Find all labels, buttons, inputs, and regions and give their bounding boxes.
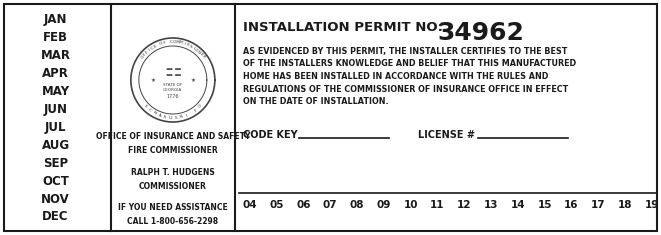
Text: M: M (176, 40, 180, 45)
Text: I: I (148, 48, 151, 52)
Text: I: I (192, 46, 195, 50)
Text: N: N (152, 110, 157, 116)
Text: CALL 1-800-656-2298: CALL 1-800-656-2298 (128, 217, 218, 226)
Text: STATE OF: STATE OF (163, 83, 182, 87)
Text: O: O (173, 40, 176, 44)
Text: 34962: 34962 (438, 21, 525, 45)
Text: F: F (194, 108, 198, 112)
Text: S: S (186, 43, 190, 47)
Text: ⚏: ⚏ (164, 60, 182, 79)
Text: ·: · (205, 61, 209, 64)
Text: 17: 17 (591, 200, 605, 210)
Text: HOME HAS BEEN INSTALLED IN ACCORDANCE WITH THE RULES AND: HOME HAS BEEN INSTALLED IN ACCORDANCE WI… (243, 72, 548, 81)
Text: 14: 14 (510, 200, 525, 210)
Text: 04: 04 (243, 200, 257, 210)
Text: 16: 16 (564, 200, 579, 210)
Text: 1776: 1776 (167, 94, 179, 98)
Text: O: O (194, 47, 199, 53)
Text: C: C (150, 46, 155, 51)
Text: AS EVIDENCED BY THIS PERMIT, THE INSTALLER CERTIFIES TO THE BEST: AS EVIDENCED BY THIS PERMIT, THE INSTALL… (243, 47, 567, 56)
Text: MAY: MAY (42, 85, 69, 98)
Text: JUN: JUN (44, 103, 67, 116)
Text: COMMISSIONER: COMMISSIONER (139, 182, 207, 191)
Text: 12: 12 (457, 200, 471, 210)
Text: A: A (157, 113, 161, 118)
Text: C: C (147, 108, 152, 113)
Text: FIRE COMMISSIONER: FIRE COMMISSIONER (128, 146, 217, 155)
Text: DEC: DEC (42, 211, 69, 223)
Text: ·: · (137, 96, 141, 99)
Text: OCT: OCT (42, 175, 69, 188)
Text: JUL: JUL (45, 121, 66, 134)
Text: SEP: SEP (43, 157, 68, 170)
Text: 13: 13 (484, 200, 498, 210)
Text: F: F (142, 52, 147, 57)
Text: OF THE INSTALLERS KNOWLEDGE AND BELIEF THAT THIS MANUFACTURED: OF THE INSTALLERS KNOWLEDGE AND BELIEF T… (243, 59, 576, 68)
Text: ★: ★ (151, 78, 155, 82)
Text: R: R (163, 115, 167, 119)
Text: F: F (145, 50, 149, 55)
Text: AUG: AUG (42, 139, 69, 152)
Text: I: I (183, 42, 186, 46)
Text: ·: · (137, 61, 141, 64)
Text: 06: 06 (296, 200, 311, 210)
Text: GEORGIA: GEORGIA (163, 88, 182, 92)
Text: F: F (163, 41, 166, 45)
Text: IF YOU NEED ASSISTANCE: IF YOU NEED ASSISTANCE (118, 203, 228, 212)
Text: LICENSE #: LICENSE # (418, 130, 475, 140)
Text: 19: 19 (645, 200, 659, 210)
Text: 05: 05 (269, 200, 284, 210)
Text: N: N (196, 50, 201, 55)
Text: NOV: NOV (41, 193, 70, 206)
Text: S: S (188, 44, 192, 49)
Text: ·: · (205, 96, 209, 99)
Text: N: N (179, 115, 183, 119)
Text: JAN: JAN (44, 13, 67, 27)
Text: O: O (140, 55, 145, 60)
Text: U: U (169, 116, 172, 120)
Text: RALPH T. HUDGENS: RALPH T. HUDGENS (131, 168, 215, 177)
Text: O: O (198, 104, 203, 109)
Text: 07: 07 (323, 200, 337, 210)
Text: 15: 15 (537, 200, 552, 210)
Text: REGULATIONS OF THE COMMISSIONER OF INSURANCE OFFICE IN EFFECT: REGULATIONS OF THE COMMISSIONER OF INSUR… (243, 85, 568, 94)
Text: E: E (199, 52, 204, 57)
Text: 18: 18 (618, 200, 633, 210)
Text: 11: 11 (430, 200, 445, 210)
Text: E: E (153, 44, 157, 49)
Text: M: M (179, 41, 183, 45)
Text: APR: APR (42, 67, 69, 80)
Text: 10: 10 (403, 200, 418, 210)
Text: MAR: MAR (40, 49, 71, 62)
Text: INSTALLATION PERMIT NO:: INSTALLATION PERMIT NO: (243, 21, 443, 34)
Text: E: E (143, 104, 148, 109)
Text: S: S (174, 116, 177, 120)
Text: 08: 08 (350, 200, 364, 210)
Text: I: I (185, 113, 188, 118)
Text: ★: ★ (190, 78, 195, 82)
Text: R: R (201, 55, 206, 59)
Text: OFFICE OF INSURANCE AND SAFETY: OFFICE OF INSURANCE AND SAFETY (96, 132, 250, 141)
Text: 09: 09 (377, 200, 391, 210)
Text: CODE KEY: CODE KEY (243, 130, 297, 140)
Text: FEB: FEB (43, 31, 68, 44)
Text: C: C (170, 40, 173, 44)
Text: ON THE DATE OF INSTALLATION.: ON THE DATE OF INSTALLATION. (243, 97, 388, 106)
Text: O: O (159, 41, 163, 46)
